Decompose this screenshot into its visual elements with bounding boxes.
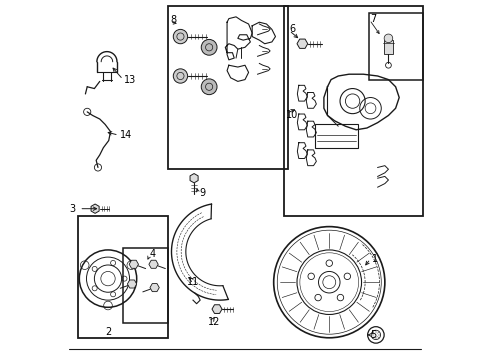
Text: 14: 14 (120, 130, 132, 140)
Text: 8: 8 (171, 15, 176, 26)
Circle shape (173, 69, 188, 83)
Text: 4: 4 (149, 248, 156, 258)
Bar (168, 6, 288, 169)
Bar (315, 125, 358, 148)
Bar (123, 248, 168, 323)
Bar (384, 40, 393, 54)
Text: 2: 2 (105, 327, 111, 337)
Circle shape (201, 79, 217, 95)
Text: 13: 13 (124, 75, 136, 85)
Text: 7: 7 (370, 14, 376, 24)
Bar (285, 6, 422, 216)
Text: 11: 11 (187, 277, 199, 287)
Text: 3: 3 (69, 204, 75, 214)
Bar (368, 13, 422, 80)
Circle shape (201, 40, 217, 55)
Circle shape (173, 30, 188, 44)
Text: 12: 12 (208, 317, 221, 327)
Text: 9: 9 (199, 188, 205, 198)
Text: 6: 6 (290, 24, 295, 35)
Bar (78, 216, 168, 338)
Text: 1: 1 (372, 254, 378, 264)
Text: 5: 5 (370, 330, 376, 340)
Circle shape (384, 34, 393, 42)
Text: 10: 10 (286, 111, 298, 121)
